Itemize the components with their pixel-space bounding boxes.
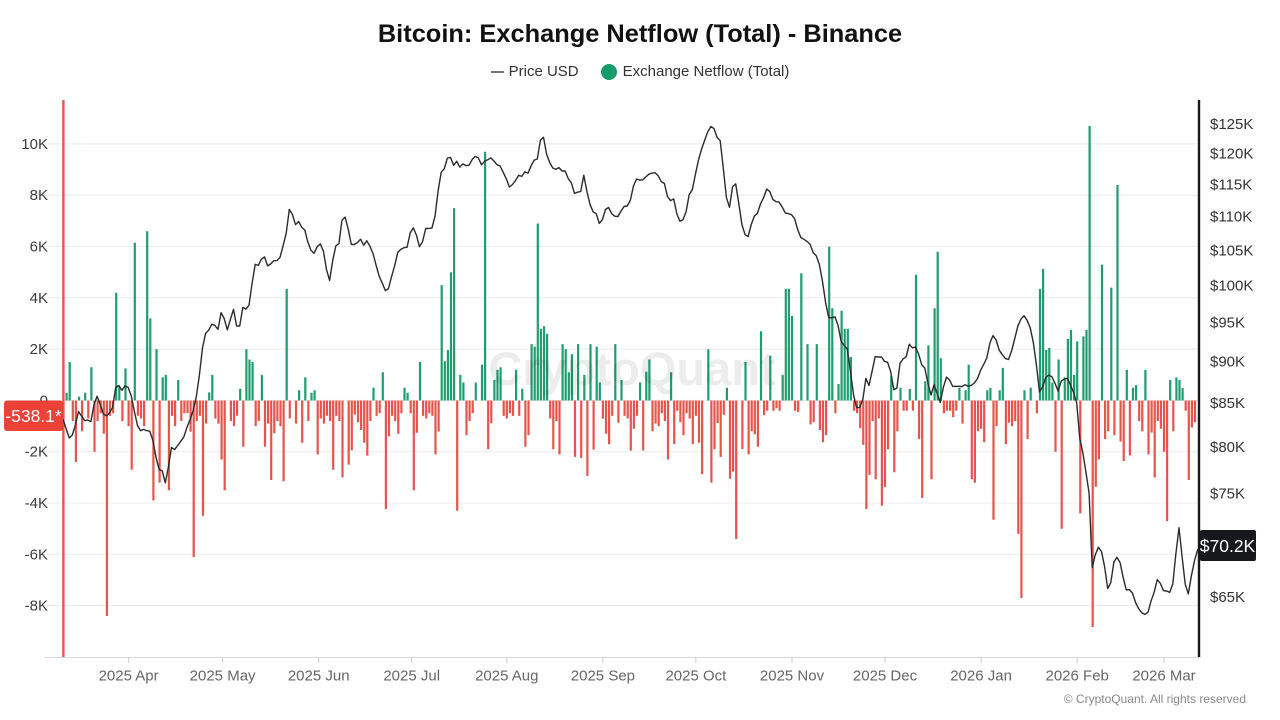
svg-text:2025 Oct: 2025 Oct xyxy=(665,668,727,685)
svg-text:2026 Mar: 2026 Mar xyxy=(1132,668,1195,685)
svg-text:6K: 6K xyxy=(30,239,48,256)
svg-text:2025 Nov: 2025 Nov xyxy=(760,668,825,685)
svg-text:$100K: $100K xyxy=(1210,278,1253,295)
svg-text:2025 Sep: 2025 Sep xyxy=(571,668,635,685)
svg-text:$95K: $95K xyxy=(1210,315,1245,332)
svg-text:$115K: $115K xyxy=(1210,177,1252,194)
svg-text:© CryptoQuant. All rights rese: © CryptoQuant. All rights reserved xyxy=(1064,692,1246,706)
svg-text:2025 May: 2025 May xyxy=(190,668,256,685)
svg-text:$105K: $105K xyxy=(1210,242,1253,259)
svg-text:2K: 2K xyxy=(30,341,48,358)
svg-text:-538.1*: -538.1* xyxy=(5,406,62,426)
svg-text:2025 Jul: 2025 Jul xyxy=(383,668,440,685)
svg-text:CryptoQuant: CryptoQuant xyxy=(488,342,776,395)
svg-text:-8K: -8K xyxy=(25,598,48,615)
svg-text:$75K: $75K xyxy=(1210,486,1245,503)
svg-text:$90K: $90K xyxy=(1210,354,1245,371)
svg-text:-6K: -6K xyxy=(25,546,48,563)
svg-text:2025 Jun: 2025 Jun xyxy=(288,668,350,685)
svg-text:2026 Jan: 2026 Jan xyxy=(950,668,1012,685)
svg-text:4K: 4K xyxy=(30,290,48,307)
svg-text:-2K: -2K xyxy=(25,444,48,461)
svg-text:$85K: $85K xyxy=(1210,395,1245,412)
svg-text:10K: 10K xyxy=(21,136,48,153)
svg-text:$70.2K: $70.2K xyxy=(1200,536,1256,556)
svg-text:8K: 8K xyxy=(30,187,48,204)
svg-text:$125K: $125K xyxy=(1210,116,1253,133)
svg-text:2025 Apr: 2025 Apr xyxy=(99,668,159,685)
svg-text:$110K: $110K xyxy=(1210,209,1252,226)
svg-text:2025 Dec: 2025 Dec xyxy=(853,668,918,685)
svg-text:$120K: $120K xyxy=(1210,146,1253,163)
svg-text:-4K: -4K xyxy=(25,495,48,512)
svg-text:2026 Feb: 2026 Feb xyxy=(1046,668,1109,685)
svg-text:$80K: $80K xyxy=(1210,439,1245,456)
svg-text:$65K: $65K xyxy=(1210,589,1245,606)
svg-text:2025 Aug: 2025 Aug xyxy=(475,668,538,685)
